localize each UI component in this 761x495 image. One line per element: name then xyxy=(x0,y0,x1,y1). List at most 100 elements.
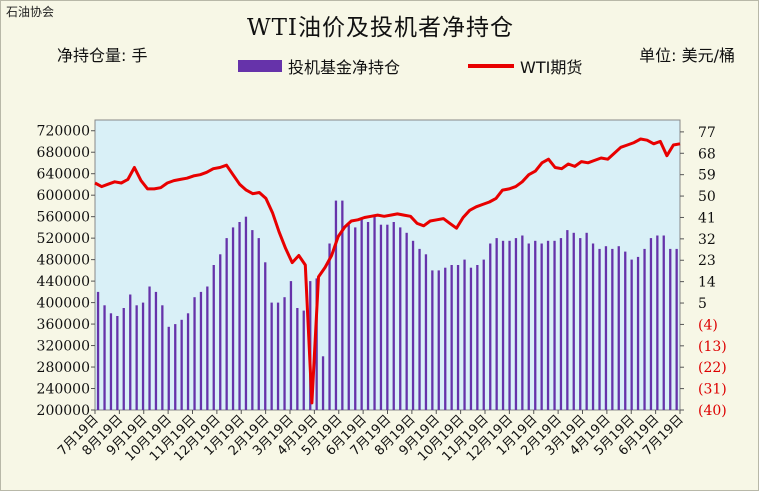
net-position-bar xyxy=(444,267,447,410)
net-position-bar xyxy=(373,216,376,410)
net-position-bar xyxy=(611,248,614,410)
net-position-bar xyxy=(109,313,113,410)
net-position-bar xyxy=(96,291,100,410)
right-tick-label: 41 xyxy=(698,210,716,226)
right-tick-label: 68 xyxy=(698,146,716,162)
net-position-bar xyxy=(296,308,299,410)
net-position-bars xyxy=(96,200,678,410)
net-position-bar xyxy=(636,256,640,410)
net-position-bar xyxy=(534,240,537,410)
wti-price-line-layer xyxy=(94,137,681,405)
net-position-bar xyxy=(341,200,344,410)
right-tick-label: 5 xyxy=(698,296,707,312)
net-position-bar xyxy=(180,319,183,410)
legend-bar-label: 投机基金净持仓 xyxy=(288,58,401,77)
left-tick-label: 240000 xyxy=(37,382,90,398)
net-position-bar xyxy=(354,227,357,410)
net-position-bar xyxy=(482,259,485,410)
net-position-bar xyxy=(566,230,569,410)
net-position-bar xyxy=(553,240,556,410)
legend-item-bar: 投机基金净持仓 xyxy=(238,54,400,78)
net-position-bar xyxy=(379,224,383,410)
net-position-bar xyxy=(476,265,479,410)
right-tick-label: 50 xyxy=(698,189,716,205)
left-tick-label: 520000 xyxy=(37,231,90,247)
net-position-bar xyxy=(257,238,260,410)
right-tick-label: 14 xyxy=(698,275,716,291)
net-position-bar xyxy=(219,254,222,410)
net-position-bar xyxy=(206,286,209,410)
right-tick-label: 77 xyxy=(698,125,716,141)
net-position-bar xyxy=(315,278,318,410)
net-position-bar xyxy=(399,227,402,410)
left-tick-label: 400000 xyxy=(37,296,90,312)
net-position-bar xyxy=(129,294,132,410)
net-position-bar xyxy=(392,222,395,410)
legend-item-line: WTI期货 xyxy=(468,54,582,78)
net-position-bar xyxy=(469,267,473,410)
net-position-bar xyxy=(669,248,672,410)
net-position-bar xyxy=(302,310,305,410)
net-position-bar xyxy=(116,316,119,410)
net-position-bar xyxy=(360,219,363,410)
net-position-bar xyxy=(501,240,505,410)
watermark-text: 石油协会 xyxy=(6,5,55,19)
net-position-bar xyxy=(174,324,177,410)
net-position-bar xyxy=(495,238,498,410)
net-position-bar xyxy=(521,235,524,410)
net-position-bar xyxy=(450,265,453,410)
net-position-bar xyxy=(321,356,325,410)
net-position-bar xyxy=(456,265,460,410)
left-tick-label: 320000 xyxy=(37,339,90,355)
net-position-bar xyxy=(161,305,164,410)
net-position-bar xyxy=(649,238,653,410)
chart-title: WTI油价及投机者净持仓 xyxy=(246,15,515,41)
net-position-bar xyxy=(289,281,293,410)
net-position-bar xyxy=(199,291,203,410)
net-position-bar xyxy=(386,224,389,410)
left-tick-label: 640000 xyxy=(37,167,90,183)
right-tick-label: 32 xyxy=(698,232,716,248)
right-tick-label: (40) xyxy=(698,403,727,419)
net-position-bar xyxy=(508,240,511,410)
legend-line-swatch xyxy=(468,64,514,68)
net-position-bar xyxy=(675,248,678,410)
net-position-bar xyxy=(514,238,518,410)
right-tick-label: 59 xyxy=(698,168,716,184)
net-position-bar xyxy=(643,248,646,410)
left-tick-label: 600000 xyxy=(37,188,90,204)
net-position-bar xyxy=(604,246,608,410)
net-position-bar xyxy=(546,240,550,410)
net-position-bar xyxy=(405,232,408,410)
net-position-bar xyxy=(103,305,106,410)
right-axis-unit: 单位: 美元/桶 xyxy=(639,46,735,65)
left-tick-label: 480000 xyxy=(37,253,90,269)
net-position-bar xyxy=(122,308,125,410)
left-tick-label: 440000 xyxy=(37,274,90,290)
net-position-bar xyxy=(540,243,543,410)
right-tick-label: 23 xyxy=(698,253,716,269)
net-position-bar xyxy=(167,326,170,410)
net-position-bar xyxy=(148,286,151,410)
net-position-bar xyxy=(559,238,563,410)
net-position-bar xyxy=(186,313,190,410)
net-position-bar xyxy=(437,270,440,410)
net-position-bar xyxy=(141,302,145,410)
net-position-bar xyxy=(624,251,627,410)
net-position-bar xyxy=(264,262,267,410)
net-position-bar xyxy=(591,243,595,410)
left-tick-label: 560000 xyxy=(37,210,90,226)
legend-bar-swatch xyxy=(238,60,282,72)
net-position-bar xyxy=(366,222,370,410)
left-tick-label: 280000 xyxy=(37,360,90,376)
net-position-bar xyxy=(231,227,235,410)
left-axis: 720000 680000 640000 600000 560000 520000 4800… xyxy=(37,124,95,419)
net-position-bar xyxy=(212,265,215,410)
net-position-bar xyxy=(572,232,575,410)
right-axis: 77 68 59 50 41 32 23 14 5 (4) (13) (22) (31) (40) xyxy=(680,125,727,419)
net-position-bar xyxy=(411,240,415,410)
net-position-bar xyxy=(463,259,466,410)
net-position-bar xyxy=(347,224,350,410)
net-position-bar xyxy=(154,291,158,410)
